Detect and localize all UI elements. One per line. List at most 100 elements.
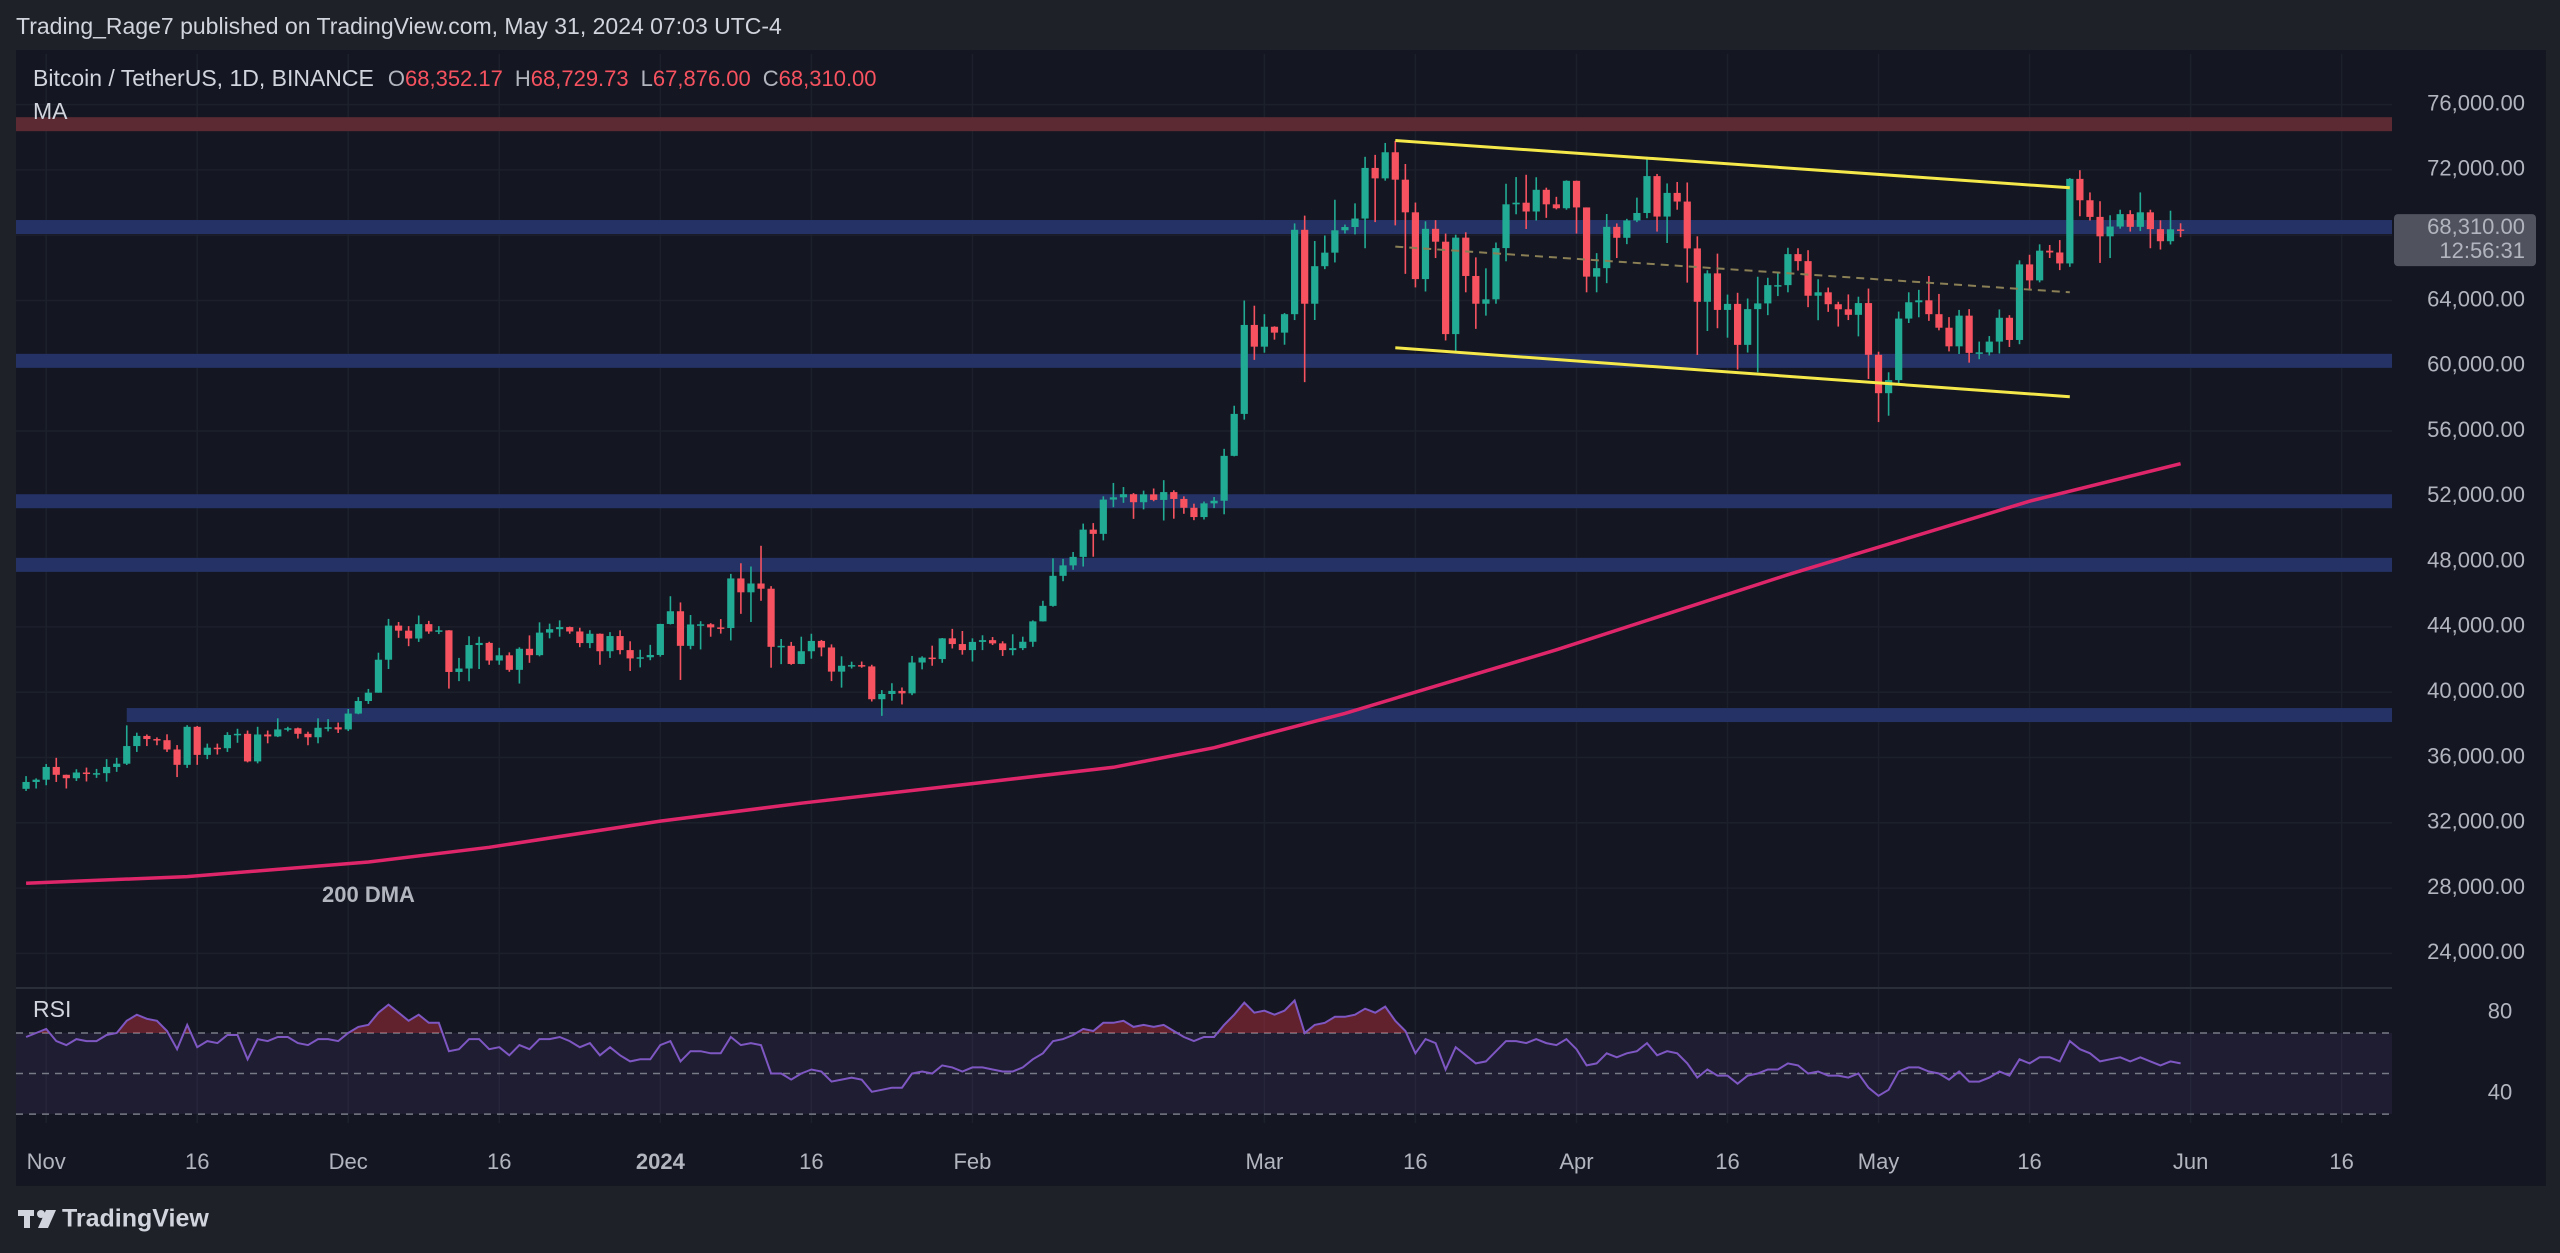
- candle-body: [1029, 621, 1037, 642]
- y-tick-label: 64,000.00: [2427, 286, 2525, 311]
- candle-body: [848, 665, 856, 667]
- candle-body: [666, 611, 675, 624]
- candle-body: [1744, 309, 1752, 345]
- indicator-label: MA: [33, 98, 68, 124]
- candle-body: [1572, 180, 1581, 208]
- candle-body: [1995, 317, 2003, 342]
- y-tick-label: 32,000.00: [2427, 809, 2525, 834]
- candle-body: [948, 638, 956, 645]
- price-level-zone: [16, 117, 2392, 132]
- candle-body: [1935, 314, 1943, 328]
- candle-body: [133, 735, 141, 747]
- y-tick-label: 52,000.00: [2427, 482, 2525, 507]
- candle-body: [1965, 315, 1973, 353]
- candle-body: [1492, 248, 1500, 300]
- candle-body: [646, 654, 654, 658]
- candle-body: [787, 645, 795, 664]
- candle-body: [1603, 226, 1611, 269]
- candle-body: [1009, 648, 1017, 651]
- candle-body: [1542, 189, 1550, 205]
- candle-body: [153, 739, 161, 741]
- candles: [22, 140, 2185, 791]
- candle-body: [1723, 303, 1732, 310]
- candle-body: [374, 659, 383, 693]
- symbol-legend: Bitcoin / TetherUS, 1D, BINANCE O68,352.1…: [33, 65, 877, 91]
- candle-body: [727, 578, 735, 629]
- last-price-label: 68,310.00: [2427, 214, 2525, 239]
- candle-body: [274, 729, 282, 737]
- candle-body: [1210, 500, 1218, 504]
- trendline: [1395, 346, 2070, 399]
- candle-body: [1985, 341, 1993, 353]
- price-level-zone: [16, 220, 2392, 235]
- rsi-label: RSI: [33, 996, 71, 1022]
- ma-label: 200 DMA: [322, 882, 415, 907]
- moving-average: [26, 462, 2182, 885]
- candle-body: [898, 690, 906, 694]
- candle-body: [1301, 229, 1309, 304]
- candle-body: [505, 655, 513, 670]
- candle-body: [254, 734, 262, 762]
- symbol-title: Bitcoin / TetherUS, 1D, BINANCE: [33, 65, 374, 91]
- levels: [16, 117, 2392, 723]
- rsi-tick-label: 40: [2488, 1080, 2512, 1105]
- candle-body: [817, 640, 826, 648]
- candle-body: [1613, 226, 1621, 238]
- candle-body: [1562, 180, 1571, 209]
- candle-body: [42, 766, 50, 780]
- candle-body: [1552, 204, 1560, 209]
- candle-body: [103, 766, 111, 774]
- y-tick-label: 56,000.00: [2427, 417, 2525, 442]
- x-tick-label: 16: [799, 1149, 823, 1174]
- logo-part: [24, 1210, 30, 1228]
- price-level-zone: [16, 353, 2392, 368]
- candle-body: [1462, 237, 1470, 276]
- candle-body: [1059, 565, 1067, 576]
- x-tick-label: Dec: [329, 1149, 368, 1174]
- candle-body: [1703, 273, 1711, 302]
- chart-panel: [16, 50, 2546, 1186]
- axis-labels: 24,000.00 28,000.00 32,000.00 36,000.00 40,0…: [27, 90, 2536, 1174]
- candle-body: [1643, 176, 1651, 213]
- price-level-zone: [16, 494, 2392, 509]
- candle-body: [354, 701, 362, 714]
- candle-body: [264, 734, 272, 737]
- candle-body: [1754, 303, 1762, 310]
- candle-body: [143, 735, 151, 740]
- candle-body: [918, 657, 926, 663]
- candle-body: [878, 693, 886, 700]
- trendline: [1395, 245, 2070, 294]
- candle-body: [1854, 303, 1863, 315]
- y-tick-label: 36,000.00: [2427, 743, 2525, 768]
- candle-body: [1482, 299, 1490, 304]
- candle-body: [2005, 317, 2014, 340]
- price-level-zone: [16, 557, 2392, 572]
- candle-body: [294, 728, 302, 734]
- candle-body: [1633, 212, 1641, 221]
- candle-body: [1512, 202, 1520, 205]
- candle-body: [1874, 354, 1883, 394]
- candle-body: [1975, 352, 1983, 354]
- candle-body: [304, 733, 312, 738]
- ohlc-value: 68,310.00: [779, 66, 877, 91]
- candle-body: [707, 624, 715, 628]
- candle-body: [676, 611, 685, 646]
- brand-logo: [18, 1210, 56, 1228]
- candle-body: [1844, 309, 1852, 315]
- candle-body: [616, 636, 624, 651]
- candle-body: [2046, 250, 2054, 253]
- candle-body: [52, 766, 60, 775]
- candle-body: [1794, 254, 1802, 262]
- rsi-pane: [16, 998, 2392, 1115]
- candle-body: [596, 633, 604, 652]
- candle-body: [163, 740, 171, 750]
- candle-body: [999, 643, 1007, 651]
- candle-body: [686, 624, 695, 646]
- candle-body: [606, 636, 614, 652]
- candle-body: [868, 666, 876, 700]
- candle-body: [243, 733, 252, 762]
- candle-body: [113, 763, 121, 767]
- candle-body: [1814, 292, 1822, 296]
- candle-body: [1834, 304, 1842, 310]
- candle-body: [1381, 152, 1389, 179]
